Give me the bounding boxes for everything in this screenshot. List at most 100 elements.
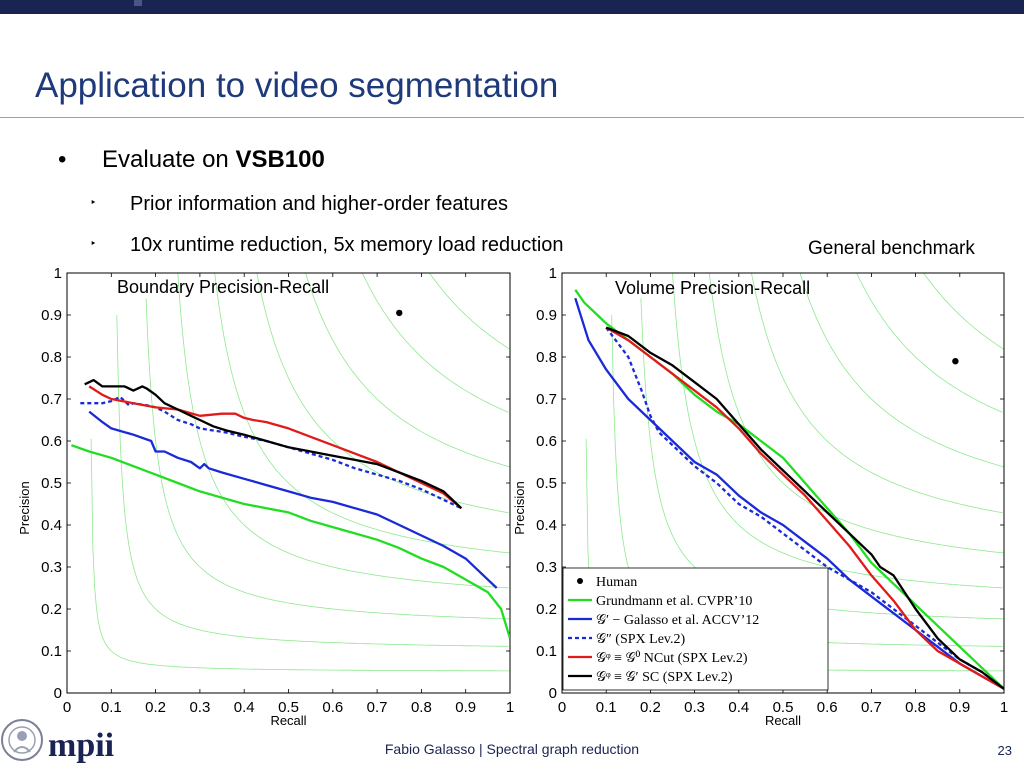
y-tick-label: 0.1	[536, 643, 557, 660]
x-tick-label: 0.7	[861, 699, 882, 716]
chart-annotation: Boundary Precision-Recall	[117, 277, 329, 297]
y-tick-label: 0.6	[41, 433, 62, 450]
iso-f-curve	[214, 273, 510, 554]
series-group	[574, 289, 1004, 690]
series-line-4	[605, 326, 1004, 690]
iso-f-curve	[923, 273, 1004, 350]
y-tick-label: 0.5	[41, 475, 62, 492]
y-tick-label: 0.2	[536, 601, 557, 618]
legend-label: Human	[596, 575, 637, 590]
x-tick-label: 0	[63, 699, 71, 716]
iso-f-curve	[145, 298, 510, 620]
legend-box	[562, 567, 829, 691]
iso-f-curve	[856, 273, 1003, 413]
subbullet-text: 10x runtime reduction, 5x memory load re…	[130, 234, 564, 256]
charts-area: 0 0.1 0.2 0.3 0.4 0.5 0.6 0.7 0.8 0.9 1 0 0.1 0.2 0.3 0…	[17, 265, 1008, 728]
iso-f-curve	[708, 273, 1004, 554]
series-line-2	[88, 410, 498, 589]
y-tick-label: 0.8	[536, 349, 557, 366]
x-tick-label: 1	[506, 699, 514, 716]
series-line-5	[84, 378, 463, 510]
iso-f-curve	[751, 273, 1003, 514]
title-divider	[0, 117, 1024, 118]
x-tick-label: 0.9	[949, 699, 970, 716]
x-tick-label: 0.6	[322, 699, 343, 716]
x-tick-label: 0.4	[234, 699, 255, 716]
subbullet-text: Prior information and higher-order featu…	[130, 193, 508, 215]
series-line-1	[71, 444, 510, 639]
iso-f-curve	[305, 273, 510, 468]
human-point	[396, 309, 403, 317]
legend-label: 𝒢ᵠ ≡ 𝒢′ SC (SPX Lev.2)	[596, 670, 733, 685]
iso-f-curve	[428, 273, 510, 350]
y-tick-label: 0.3	[536, 559, 557, 576]
iso-f-curve	[672, 273, 1003, 589]
mpi-logo: mpii	[0, 712, 150, 773]
bullet-marker: •	[58, 146, 67, 173]
iso-f-curve	[90, 438, 510, 672]
y-tick-label: 0.6	[536, 433, 557, 450]
y-tick-label: 0.9	[536, 307, 557, 324]
x-tick-label: 0.9	[455, 699, 476, 716]
human-point	[952, 358, 959, 365]
y-tick-label: 0.9	[41, 307, 62, 324]
x-axis-label: Recall	[270, 713, 306, 728]
series-line-3	[80, 395, 462, 510]
page-number: 23	[997, 743, 1012, 758]
y-tick-label: 0.5	[536, 475, 557, 492]
iso-f-grid	[90, 273, 510, 672]
series-group	[71, 378, 510, 639]
y-tick-label: 1	[549, 265, 557, 282]
x-tick-label: 0.1	[101, 699, 122, 716]
iso-f-curve	[799, 273, 1004, 468]
legend-label: Grundmann et al. CVPR’10	[596, 594, 752, 609]
y-tick-label: 0.8	[41, 349, 62, 366]
series-line-5	[605, 326, 1004, 690]
y-tick-label: 0.4	[536, 517, 557, 534]
bullet-text: Evaluate on VSB100	[102, 146, 325, 174]
bullet-dataset: VSB100	[235, 146, 325, 173]
x-tick-label: 0.4	[728, 699, 749, 716]
x-tick-label: 0.5	[278, 699, 299, 716]
subbullet-marker: ‣	[90, 197, 97, 209]
legend-marker	[577, 578, 583, 584]
legend-label: 𝒢″ (SPX Lev.2)	[596, 632, 686, 647]
x-axis-label: Recall	[765, 713, 801, 728]
x-tick-label: 0.2	[145, 699, 166, 716]
slide-title: Application to video segmentation	[35, 66, 559, 105]
iso-f-curve	[177, 273, 509, 589]
y-tick-label: 0.4	[41, 517, 62, 534]
x-tick-label: 0.1	[596, 699, 617, 716]
subbullet-marker: ‣	[90, 238, 97, 250]
logo-text: mpii	[48, 727, 114, 764]
y-tick-label: 0.3	[41, 559, 62, 576]
general-benchmark-note: General benchmark	[808, 238, 975, 259]
iso-f-curve	[361, 273, 509, 413]
x-tick-label: 1	[1000, 699, 1008, 716]
y-tick-label: 0.7	[41, 391, 62, 408]
x-tick-label: 0.6	[817, 699, 838, 716]
top-bar-mark	[134, 0, 142, 6]
footer-text: Fabio Galasso | Spectral graph reduction	[384, 741, 640, 757]
x-tick-label: 0	[558, 699, 566, 716]
iso-f-curve	[116, 314, 509, 647]
logo-icon: mpii	[1, 719, 114, 764]
y-axis-label: Precision	[512, 481, 527, 534]
x-tick-label: 0.8	[411, 699, 432, 716]
y-tick-label: 0.2	[41, 601, 62, 618]
chart-annotation: Volume Precision-Recall	[615, 278, 810, 298]
x-tick-label: 0.8	[905, 699, 926, 716]
chart-2: 0 0.1 0.2 0.3 0.4 0.5 0.6 0.7 0.8 0.9 1 0 0.1 0.2 0.3 0…	[512, 265, 1008, 728]
x-tick-label: 0.7	[367, 699, 388, 716]
x-tick-label: 0.5	[773, 699, 794, 716]
y-axis-label: Precision	[17, 481, 32, 534]
series-line-3	[605, 326, 1004, 690]
series-line-2	[574, 297, 1004, 690]
chart-1: 0 0.1 0.2 0.3 0.4 0.5 0.6 0.7 0.8 0.9 1 0 0.1 0.2 0.3 0…	[17, 265, 514, 728]
y-tick-label: 0.7	[536, 391, 557, 408]
series-line-4	[88, 385, 463, 510]
x-tick-label: 0.3	[684, 699, 705, 716]
bullet-prefix: Evaluate on	[102, 146, 236, 173]
y-tick-label: 0	[54, 685, 62, 702]
y-tick-label: 0.1	[41, 643, 62, 660]
